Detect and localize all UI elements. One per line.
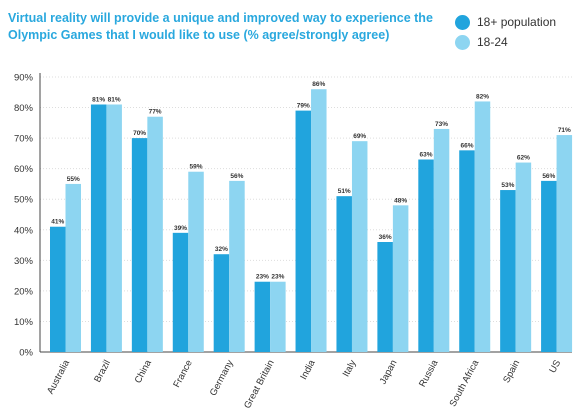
x-tick-label: China: [133, 358, 155, 386]
x-tick-label: Germany: [208, 358, 236, 398]
data-label: 70%: [133, 130, 146, 137]
bar-18-24: [229, 180, 245, 352]
y-tick-label: 50%: [14, 195, 34, 206]
x-tick-label: Russia: [417, 358, 441, 389]
data-label: 77%: [149, 109, 162, 116]
data-label: 63%: [420, 152, 433, 159]
bar-18-24: [392, 205, 409, 352]
data-label: 79%: [297, 103, 310, 110]
bar-18-24: [556, 135, 573, 352]
data-label: 53%: [501, 182, 514, 189]
data-label: 23%: [271, 274, 284, 281]
bar-18-24: [270, 281, 286, 352]
bar-18-plus: [418, 159, 434, 352]
data-label: 32%: [215, 246, 228, 253]
chart-title: Virtual reality will provide a unique an…: [8, 11, 433, 42]
data-label: 71%: [558, 127, 571, 134]
x-tick-label: South Africa: [448, 358, 482, 409]
bar-18-plus: [90, 104, 107, 352]
data-label: 56%: [230, 173, 243, 180]
x-tick-label: Japan: [378, 358, 400, 386]
data-label: 73%: [435, 121, 448, 128]
bar-18-plus: [131, 138, 148, 352]
bar-18-24: [106, 104, 122, 352]
data-label: 59%: [190, 164, 203, 171]
data-label: 86%: [312, 81, 325, 88]
data-label: 81%: [108, 97, 121, 104]
legend-swatch-18-plus: [455, 14, 470, 30]
data-label: 66%: [460, 142, 473, 149]
bar-18-24: [147, 116, 163, 352]
bar-18-24: [433, 128, 450, 352]
bar-18-plus: [50, 226, 66, 352]
x-tick-label: India: [298, 358, 318, 382]
bar-18-24: [351, 141, 368, 352]
y-tick-label: 40%: [14, 225, 34, 236]
x-tick-label: US: [547, 358, 563, 375]
data-label: 62%: [517, 155, 530, 162]
data-label: 51%: [338, 188, 351, 195]
bar-18-24: [311, 89, 327, 352]
data-label: 36%: [379, 234, 392, 241]
y-tick-label: 70%: [14, 134, 34, 145]
y-tick-label: 0%: [19, 348, 33, 359]
x-tick-label: Italy: [341, 358, 359, 379]
bar-18-plus: [172, 232, 189, 352]
data-label: 56%: [542, 173, 555, 180]
x-tick-label: Spain: [501, 358, 522, 385]
bar-18-24: [65, 183, 81, 352]
y-tick-label: 10%: [14, 317, 34, 328]
bar-18-plus: [336, 196, 352, 352]
data-label: 48%: [394, 197, 407, 204]
x-tick-label: Australia: [45, 358, 72, 396]
legend-item-18-plus: 18+ population: [455, 12, 556, 32]
bar-18-24: [188, 171, 204, 352]
bar-18-plus: [541, 180, 557, 352]
x-tick-label: Brazil: [92, 358, 113, 384]
legend-item-18-24: 18-24: [455, 32, 556, 52]
legend: 18+ population 18-24: [455, 12, 556, 52]
legend-label-18-24: 18-24: [477, 35, 508, 49]
bar-18-plus: [377, 242, 393, 352]
data-label: 82%: [476, 93, 489, 100]
data-label: 41%: [51, 219, 64, 226]
y-tick-label: 20%: [14, 286, 34, 297]
bar-18-plus: [254, 281, 271, 352]
data-label: 23%: [256, 274, 269, 281]
bar-18-24: [515, 162, 532, 352]
y-tick-label: 60%: [14, 164, 34, 175]
bar-18-plus: [295, 110, 312, 352]
bar-18-plus: [459, 150, 475, 352]
bar-18-plus: [500, 190, 516, 352]
y-tick-label: 30%: [14, 256, 34, 267]
legend-swatch-18-24: [455, 34, 470, 50]
data-label: 55%: [67, 176, 80, 183]
y-tick-label: 80%: [14, 103, 34, 114]
data-label: 69%: [353, 133, 366, 140]
x-tick-label: Great Britain: [242, 358, 277, 410]
data-label: 39%: [174, 225, 187, 232]
bar-18-plus: [213, 254, 230, 352]
data-label: 81%: [92, 97, 105, 104]
bar-18-24: [474, 101, 491, 352]
x-tick-label: France: [171, 358, 195, 389]
y-tick-label: 90%: [14, 73, 34, 84]
legend-label-18-plus: 18+ population: [477, 15, 557, 29]
